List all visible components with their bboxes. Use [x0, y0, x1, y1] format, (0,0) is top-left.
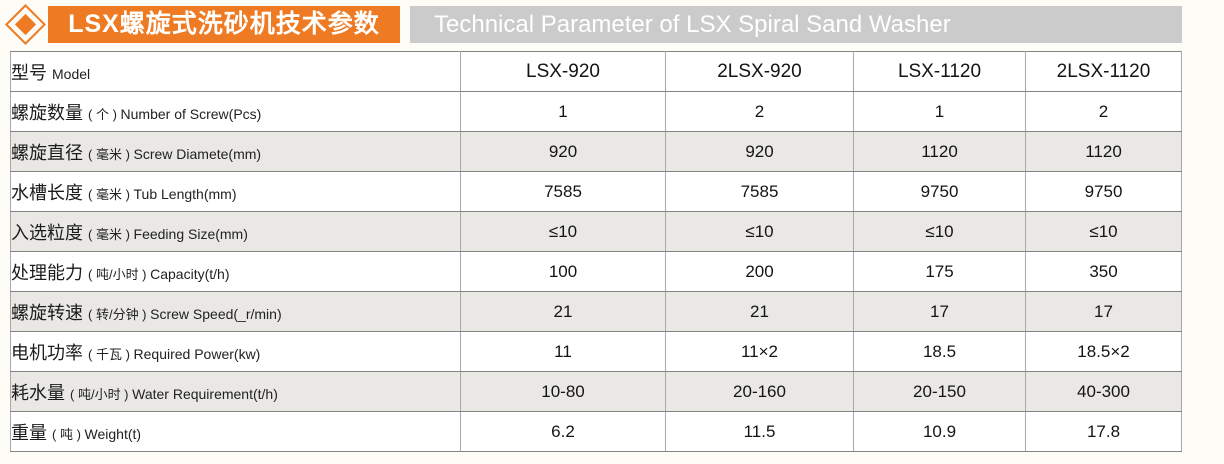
row-label-english: Capacity(t/h) — [150, 265, 230, 282]
row-label-chinese: 型号 — [11, 62, 53, 83]
row-label-english: Number of Screw(Pcs) — [120, 105, 262, 122]
diamond-icon-fill — [14, 13, 37, 36]
cell-value: 1120 — [853, 131, 1026, 172]
row-label-chinese: 入选粒度 — [11, 222, 89, 243]
cell-value: 1 — [853, 91, 1026, 132]
row-label: 入选粒度 ( 毫米 ) Feeding Size(mm) — [10, 211, 461, 252]
cell-value: 2 — [1025, 91, 1182, 132]
row-label-english: Weight(t) — [84, 425, 142, 442]
row-label-english: Screw Diamete(mm) — [133, 145, 262, 162]
row-label-english: Water Requirement(t/h) — [132, 385, 278, 402]
row-label: 电机功率 ( 千瓦 ) Required Power(kw) — [10, 331, 461, 372]
row-label-chinese: 处理能力 — [11, 262, 89, 283]
cell-value: LSX-1120 — [853, 51, 1026, 92]
cell-value: 2LSX-1120 — [1025, 51, 1182, 92]
row-label-unit: ( 毫米 ) — [88, 146, 134, 162]
cell-value: 1 — [460, 91, 666, 132]
table-row: 处理能力 ( 吨/小时 ) Capacity(t/h) 100 200 175 350 — [10, 251, 1182, 292]
table-row: 水槽长度 ( 毫米 ) Tub Length(mm) 7585 7585 9750 97… — [10, 171, 1182, 212]
table-row: 重量 ( 吨 ) Weight(t) 6.2 11.5 10.9 17.8 — [10, 411, 1182, 452]
row-label-chinese: 重量 — [11, 422, 53, 443]
cell-value: 200 — [665, 251, 854, 292]
row-label: 螺旋直径 ( 毫米 ) Screw Diamete(mm) — [10, 131, 461, 172]
row-label: 耗水量 ( 吨/小时 ) Water Requirement(t/h) — [10, 371, 461, 412]
table-row: 螺旋直径 ( 毫米 ) Screw Diamete(mm) 920 920 1120 1… — [10, 131, 1182, 172]
table-row: 耗水量 ( 吨/小时 ) Water Requirement(t/h) 10-80… — [10, 371, 1182, 412]
table-body: 型号 Model LSX-920 2LSX-920 LSX-1120 2LSX-1120… — [10, 51, 1182, 452]
table-row: 型号 Model LSX-920 2LSX-920 LSX-1120 2LSX-1120 — [10, 51, 1182, 92]
cell-value: 9750 — [853, 171, 1026, 212]
cell-value: ≤10 — [460, 211, 666, 252]
cell-value: ≤10 — [853, 211, 1026, 252]
row-label-unit: ( 千瓦 ) — [88, 346, 134, 362]
cell-value: 175 — [853, 251, 1026, 292]
row-label-unit: ( 毫米 ) — [88, 226, 134, 242]
cell-value: 18.5×2 — [1025, 331, 1182, 372]
cell-value: 2LSX-920 — [665, 51, 854, 92]
row-label-unit: ( 吨/小时 ) — [88, 266, 151, 282]
cell-value: 2 — [665, 91, 854, 132]
cell-value: ≤10 — [665, 211, 854, 252]
table-row: 电机功率 ( 千瓦 ) Required Power(kw) 11 11×2 18.5… — [10, 331, 1182, 372]
cell-value: 20-160 — [665, 371, 854, 412]
table-row: 螺旋转速 ( 转/分钟 ) Screw Speed(_r/min) 21 21 17 1… — [10, 291, 1182, 332]
section-title-chinese: LSX螺旋式洗砂机技术参数 — [48, 6, 400, 43]
cell-value: 6.2 — [460, 411, 666, 452]
cell-value: 17 — [1025, 291, 1182, 332]
row-label: 螺旋转速 ( 转/分钟 ) Screw Speed(_r/min) — [10, 291, 461, 332]
cell-value: 920 — [460, 131, 666, 172]
table-row: 入选粒度 ( 毫米 ) Feeding Size(mm) ≤10 ≤10 ≤10 ≤10 — [10, 211, 1182, 252]
cell-value: 17.8 — [1025, 411, 1182, 452]
row-label-unit: ( 个 ) — [88, 106, 121, 122]
row-label-english: Required Power(kw) — [133, 345, 261, 362]
row-label-unit: ( 毫米 ) — [88, 186, 134, 202]
table-row: 螺旋数量 ( 个 ) Number of Screw(Pcs) 1 2 1 2 — [10, 91, 1182, 132]
cell-value: 40-300 — [1025, 371, 1182, 412]
row-label: 水槽长度 ( 毫米 ) Tub Length(mm) — [10, 171, 461, 212]
row-label: 螺旋数量 ( 个 ) Number of Screw(Pcs) — [10, 91, 461, 132]
cell-value: 9750 — [1025, 171, 1182, 212]
cell-value: 1120 — [1025, 131, 1182, 172]
cell-value: 11 — [460, 331, 666, 372]
cell-value: 7585 — [460, 171, 666, 212]
row-label-english: Model — [52, 65, 91, 82]
technical-parameters-table: 型号 Model LSX-920 2LSX-920 LSX-1120 2LSX-1120… — [10, 51, 1182, 452]
row-label-english: Feeding Size(mm) — [133, 225, 248, 242]
cell-value: ≤10 — [1025, 211, 1182, 252]
row-label: 重量 ( 吨 ) Weight(t) — [10, 411, 461, 452]
cell-value: 350 — [1025, 251, 1182, 292]
row-label-unit: ( 吨 ) — [52, 426, 85, 442]
row-label-chinese: 螺旋转速 — [11, 302, 89, 323]
cell-value: 17 — [853, 291, 1026, 332]
row-label-english: Tub Length(mm) — [133, 185, 237, 202]
row-label-chinese: 电机功率 — [11, 342, 89, 363]
row-label: 型号 Model — [10, 51, 461, 92]
row-label-chinese: 水槽长度 — [11, 182, 89, 203]
cell-value: 18.5 — [853, 331, 1026, 372]
cell-value: 7585 — [665, 171, 854, 212]
row-label-unit: ( 转/分钟 ) — [88, 306, 151, 322]
diamond-icon — [4, 3, 47, 46]
row-label-unit: ( 吨/小时 ) — [70, 386, 133, 402]
cell-value: 920 — [665, 131, 854, 172]
row-label: 处理能力 ( 吨/小时 ) Capacity(t/h) — [10, 251, 461, 292]
row-label-chinese: 螺旋直径 — [11, 142, 89, 163]
cell-value: 21 — [665, 291, 854, 332]
cell-value: 11×2 — [665, 331, 854, 372]
cell-value: 100 — [460, 251, 666, 292]
row-label-chinese: 耗水量 — [11, 382, 71, 403]
row-label-english: Screw Speed(_r/min) — [150, 305, 282, 322]
cell-value: LSX-920 — [460, 51, 666, 92]
cell-value: 11.5 — [665, 411, 854, 452]
section-title-english: Technical Parameter of LSX Spiral Sand W… — [410, 6, 1182, 43]
cell-value: 21 — [460, 291, 666, 332]
cell-value: 10.9 — [853, 411, 1026, 452]
cell-value: 20-150 — [853, 371, 1026, 412]
cell-value: 10-80 — [460, 371, 666, 412]
row-label-chinese: 螺旋数量 — [11, 102, 89, 123]
